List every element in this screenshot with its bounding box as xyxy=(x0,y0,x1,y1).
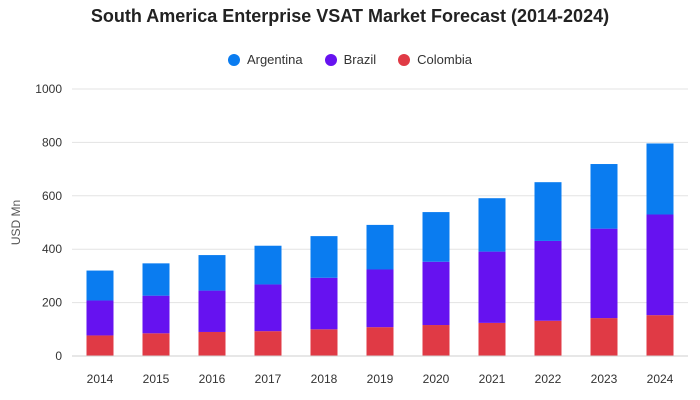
legend-item-colombia[interactable]: Colombia xyxy=(398,52,472,67)
x-tick-label: 2015 xyxy=(143,372,170,386)
bar-colombia-2024 xyxy=(646,315,674,356)
legend-item-argentina[interactable]: Argentina xyxy=(227,52,303,67)
y-axis-label: USD Mn xyxy=(9,200,23,245)
x-tick-label: 2021 xyxy=(479,372,506,386)
bar-colombia-2016 xyxy=(198,331,226,356)
legend-label-argentina: Argentina xyxy=(246,52,303,67)
x-tick-label: 2024 xyxy=(647,372,674,386)
bar-colombia-2017 xyxy=(254,331,282,356)
bar-argentina-2014 xyxy=(86,270,114,301)
x-axis-ticks: 2014 2015 2016 2017 2018 2019 2020 2021 2022 2023… xyxy=(87,372,674,386)
bar-argentina-2020 xyxy=(422,212,450,262)
x-tick-label: 2019 xyxy=(367,372,394,386)
bar-colombia-2022 xyxy=(534,320,562,356)
bar-colombia-2018 xyxy=(310,329,338,356)
legend-swatch-argentina xyxy=(227,53,240,66)
x-tick-label: 2023 xyxy=(591,372,618,386)
x-tick-label: 2016 xyxy=(199,372,226,386)
bar-brazil-2023 xyxy=(590,228,618,319)
bar-colombia-2019 xyxy=(366,327,394,356)
y-tick-label: 1000 xyxy=(35,82,62,96)
y-tick-label: 0 xyxy=(55,349,62,363)
legend-swatch-colombia xyxy=(398,53,411,66)
bar-argentina-2017 xyxy=(254,245,282,285)
bar-colombia-2023 xyxy=(590,318,618,356)
bar-brazil-2021 xyxy=(478,251,506,323)
legend-label-colombia: Colombia xyxy=(417,52,473,67)
bar-brazil-2014 xyxy=(86,300,114,336)
bars xyxy=(86,143,674,356)
chart-title: South America Enterprise VSAT Market For… xyxy=(90,6,610,26)
bar-brazil-2024 xyxy=(646,214,674,316)
bar-argentina-2023 xyxy=(590,164,618,229)
bar-brazil-2019 xyxy=(366,269,394,328)
y-tick-label: 400 xyxy=(42,242,62,256)
bar-argentina-2022 xyxy=(534,182,562,241)
bar-brazil-2022 xyxy=(534,240,562,321)
bar-colombia-2014 xyxy=(86,335,114,356)
legend-swatch-brazil xyxy=(324,53,337,66)
legend-label-brazil: Brazil xyxy=(343,52,377,67)
bar-argentina-2021 xyxy=(478,198,506,252)
x-tick-label: 2017 xyxy=(255,372,282,386)
y-tick-label: 200 xyxy=(42,296,62,310)
y-tick-label: 600 xyxy=(42,189,62,203)
y-axis-ticks: 0 200 400 600 800 1000 xyxy=(35,82,62,363)
y-tick-label: 800 xyxy=(42,135,62,149)
x-tick-label: 2018 xyxy=(311,372,338,386)
bar-argentina-2015 xyxy=(142,263,170,296)
bar-colombia-2020 xyxy=(422,325,450,356)
x-tick-label: 2020 xyxy=(423,372,450,386)
bar-colombia-2015 xyxy=(142,333,170,356)
bar-argentina-2016 xyxy=(198,255,226,291)
bar-brazil-2020 xyxy=(422,261,450,326)
bar-brazil-2015 xyxy=(142,295,170,334)
x-tick-label: 2014 xyxy=(87,372,114,386)
x-tick-label: 2022 xyxy=(535,372,562,386)
bar-brazil-2018 xyxy=(310,277,338,330)
bar-argentina-2018 xyxy=(310,236,338,278)
bar-brazil-2017 xyxy=(254,284,282,332)
legend-item-brazil[interactable]: Brazil xyxy=(324,52,377,67)
bar-argentina-2019 xyxy=(366,224,394,270)
bar-brazil-2016 xyxy=(198,290,226,332)
bar-colombia-2021 xyxy=(478,322,506,356)
legend: Argentina Brazil Colombia xyxy=(0,52,700,67)
bar-argentina-2024 xyxy=(646,143,674,215)
